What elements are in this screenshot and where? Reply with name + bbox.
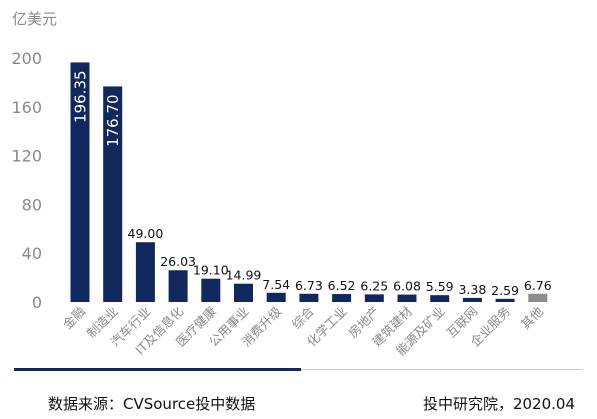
y-axis-unit-label: 亿美元: [12, 10, 58, 28]
y-tick-label: 200: [11, 49, 42, 68]
bar-1: [103, 86, 123, 303]
y-tick-label: 120: [11, 147, 42, 166]
value-label-2: 49.00: [128, 226, 164, 241]
bar-0: [70, 62, 90, 302]
x-tick-label-14: 其他: [518, 303, 547, 332]
bar-14: [528, 293, 548, 302]
value-label-12: 3.38: [458, 282, 486, 297]
y-tick-label: 160: [11, 98, 42, 117]
value-label-0: 196.35: [72, 70, 90, 123]
bar-11: [430, 295, 450, 302]
bar-5: [234, 283, 253, 302]
bar-13: [495, 298, 515, 302]
y-axis-ticks: 0 40 80 120 160 200: [11, 49, 42, 312]
bars: [70, 62, 548, 303]
footer-divider: [301, 369, 583, 370]
bar-9: [364, 294, 384, 302]
bar-6: [266, 292, 286, 302]
value-label-4: 19.10: [193, 263, 229, 278]
y-tick-label: 40: [22, 244, 42, 263]
x-tick-label-7: 综合: [289, 303, 318, 332]
value-label-13: 2.59: [491, 283, 519, 298]
value-label-3: 26.03: [160, 254, 196, 269]
bar-12: [462, 297, 482, 302]
value-label-14: 6.76: [524, 278, 552, 293]
value-label-6: 7.54: [262, 277, 290, 292]
footer-divider-accent: [14, 368, 301, 371]
value-label-11: 5.59: [426, 279, 454, 294]
bar-10: [397, 294, 417, 302]
bar-2: [135, 242, 155, 302]
bar-7: [299, 293, 319, 302]
data-source-note: 数据来源：CVSource投中数据: [48, 395, 256, 413]
value-label-9: 6.25: [360, 278, 388, 293]
value-label-1: 176.70: [104, 94, 122, 146]
y-tick-label: 80: [22, 195, 42, 214]
value-label-8: 6.52: [328, 278, 356, 293]
value-label-10: 6.08: [393, 279, 421, 294]
x-tick-label-0: 金融: [60, 303, 89, 332]
y-tick-label: 0: [32, 293, 42, 312]
bar-4: [201, 278, 221, 302]
value-label-7: 6.73: [295, 278, 323, 293]
bar-3: [168, 270, 188, 302]
value-label-5: 14.99: [226, 268, 262, 283]
bar-8: [332, 294, 352, 302]
credit-note: 投中研究院，2020.04: [422, 395, 575, 413]
